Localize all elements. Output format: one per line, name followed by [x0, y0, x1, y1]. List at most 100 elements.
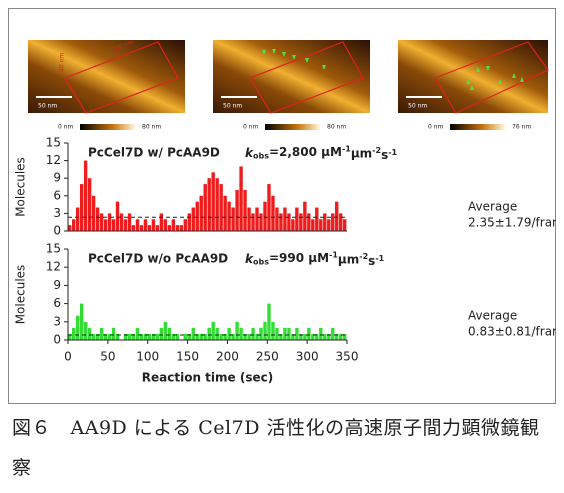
bar	[180, 225, 183, 231]
y-tick-label: 15	[46, 136, 61, 150]
bar	[200, 196, 203, 231]
y-tick-label: 0	[53, 224, 61, 238]
y-tick-label: 12	[46, 153, 61, 167]
colorbar	[450, 124, 505, 130]
y-tick-label: 3	[53, 314, 61, 328]
bar	[168, 328, 171, 340]
bar	[295, 208, 298, 231]
colorbar-min: 0 nm	[243, 124, 259, 131]
y-tick-label: 12	[46, 260, 61, 274]
bar	[152, 219, 155, 231]
scale-label: 50 nm	[408, 103, 427, 110]
x-tick-label: 300	[296, 350, 319, 364]
y-tick-label: 15	[46, 242, 61, 256]
annotation-part: -1	[375, 253, 384, 262]
bar	[331, 328, 334, 340]
annotation-part: =990 µM	[269, 250, 329, 264]
y-axis-label: Molecules	[14, 157, 28, 217]
x-tick-label: 150	[176, 350, 199, 364]
x-tick-label: 350	[336, 350, 359, 364]
figure: 50 nm 50 nm 50 nm 140 nm 40 nm 0 nm 80 n…	[8, 8, 556, 404]
bar	[331, 213, 334, 231]
rate-annotation: kobs=990 µM-1µm-2s-1	[245, 250, 385, 267]
bar	[84, 322, 87, 340]
bar	[275, 208, 278, 231]
bar	[235, 190, 238, 231]
y-tick-label: 9	[53, 171, 61, 185]
bar	[283, 208, 286, 231]
y-tick-label: 0	[53, 333, 61, 347]
bar	[259, 328, 262, 340]
annotation-part: -2	[372, 146, 381, 155]
bar	[140, 225, 143, 231]
colorbar-max: 80 nm	[327, 124, 346, 131]
colorbar	[80, 124, 135, 130]
bar	[315, 208, 318, 231]
bar	[120, 213, 123, 231]
bar	[251, 213, 254, 231]
annotation-part: s	[368, 254, 375, 268]
bar	[204, 184, 207, 231]
bar	[188, 213, 191, 231]
bar	[208, 328, 211, 340]
bar	[279, 213, 282, 231]
scale-label: 50 nm	[38, 103, 57, 110]
bar	[144, 219, 147, 231]
bar	[68, 225, 71, 231]
bar	[335, 202, 338, 231]
bar	[184, 334, 187, 340]
bar	[128, 334, 131, 340]
bar	[291, 219, 294, 231]
bar	[96, 208, 99, 231]
bar	[160, 328, 163, 340]
bar	[136, 219, 139, 231]
bar	[327, 219, 330, 231]
bar	[287, 328, 290, 340]
x-axis-label: Reaction time (sec)	[142, 371, 273, 385]
bar	[208, 178, 211, 231]
bar	[192, 208, 195, 231]
bar	[84, 161, 87, 231]
bar	[108, 213, 111, 231]
bar	[339, 213, 342, 231]
bar	[176, 225, 179, 231]
average-value: 0.83±0.81/frame	[468, 325, 556, 339]
bar	[76, 316, 79, 340]
bar	[323, 213, 326, 231]
chart-title: PcCel7D w/o PcAA9D	[88, 252, 228, 266]
bar	[267, 184, 270, 231]
bar	[184, 219, 187, 231]
average-label: Average	[468, 309, 517, 323]
y-tick-label: 9	[53, 278, 61, 292]
colorbar-max: 76 nm	[512, 124, 531, 131]
bar	[104, 219, 107, 231]
x-tick-label: 50	[100, 350, 115, 364]
bar	[132, 225, 135, 231]
bar	[227, 328, 230, 340]
colorbar-max: 80 nm	[142, 124, 161, 131]
y-tick-label: 3	[53, 206, 61, 220]
bar	[72, 219, 75, 231]
x-tick-label: 250	[256, 350, 279, 364]
annotation-part: µm	[351, 146, 372, 160]
bar	[160, 213, 163, 231]
bar	[299, 213, 302, 231]
average-value: 2.35±1.79/frame	[468, 216, 556, 230]
scale-label: 50 nm	[223, 103, 242, 110]
bar	[263, 322, 266, 340]
x-tick-label: 100	[136, 350, 159, 364]
bar	[263, 202, 266, 231]
bar	[100, 328, 103, 340]
rate-annotation: kobs=2,800 µM-1µm-2s-1	[245, 144, 398, 161]
average-label: Average	[468, 200, 517, 214]
bar	[80, 184, 83, 231]
annotation-part: =2,800 µM	[269, 144, 342, 158]
y-tick-label: 6	[53, 188, 61, 202]
bar	[211, 322, 214, 340]
bar	[275, 328, 278, 340]
colorbar-min: 0 nm	[428, 124, 444, 131]
bar	[343, 219, 346, 231]
bar	[156, 334, 159, 340]
bar	[92, 196, 95, 231]
bar	[215, 328, 218, 340]
